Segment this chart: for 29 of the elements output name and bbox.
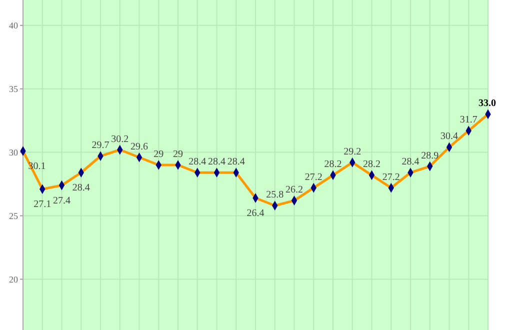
data-label: 28.4 — [227, 156, 245, 168]
data-label: 31.7 — [460, 114, 478, 126]
data-label: 28.4 — [208, 156, 226, 168]
y-tick-label: 20 — [9, 274, 18, 284]
data-label: 29.7 — [92, 140, 110, 152]
y-tick-label: 40 — [9, 20, 18, 31]
data-label: 33.0 — [478, 98, 496, 110]
data-label: 28.4 — [402, 156, 420, 168]
y-tick-label: 35 — [9, 84, 18, 94]
data-label: 28.4 — [72, 182, 90, 194]
data-label: 30.4 — [440, 131, 458, 142]
data-label: 28.2 — [324, 159, 342, 170]
data-label: 26.4 — [246, 208, 264, 219]
y-tick-label: 30 — [9, 147, 18, 158]
data-label: 28.4 — [188, 156, 206, 168]
data-label: 29.2 — [344, 146, 362, 158]
data-label: 28.2 — [363, 159, 380, 170]
data-label: 29 — [154, 149, 164, 160]
data-label: 27.2 — [382, 172, 400, 183]
data-label: 27.1 — [34, 199, 52, 210]
data-label: 25.8 — [266, 190, 284, 201]
data-label: 26.2 — [286, 184, 303, 196]
data-label: 28.9 — [421, 150, 439, 162]
data-label: 27.2 — [304, 172, 322, 183]
data-label: 29 — [173, 149, 183, 160]
data-label: 29.6 — [130, 141, 148, 152]
data-label: 30.2 — [111, 134, 129, 145]
data-label: 27.4 — [53, 195, 70, 206]
y-tick-label: 25 — [9, 210, 18, 221]
